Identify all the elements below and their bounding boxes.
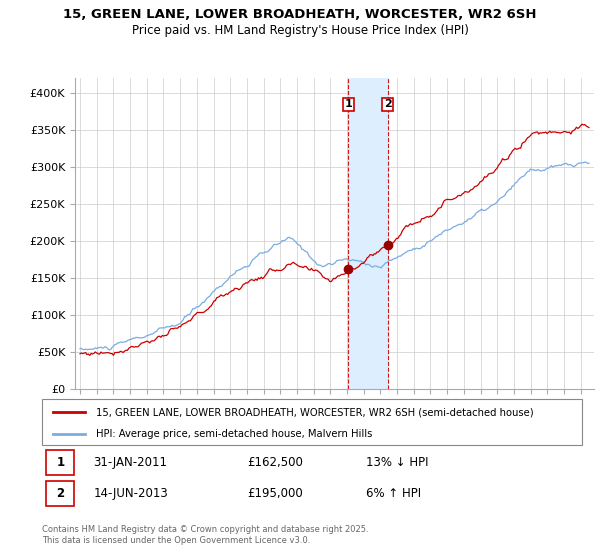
- Text: £195,000: £195,000: [247, 487, 303, 500]
- FancyBboxPatch shape: [46, 450, 74, 475]
- Text: Contains HM Land Registry data © Crown copyright and database right 2025.
This d: Contains HM Land Registry data © Crown c…: [42, 525, 368, 545]
- Text: £162,500: £162,500: [247, 456, 303, 469]
- Bar: [349, 78, 388, 389]
- Text: HPI: Average price, semi-detached house, Malvern Hills: HPI: Average price, semi-detached house,…: [96, 429, 373, 438]
- Text: Price paid vs. HM Land Registry's House Price Index (HPI): Price paid vs. HM Land Registry's House …: [131, 24, 469, 36]
- Text: 2: 2: [56, 487, 64, 500]
- Text: 1: 1: [56, 456, 64, 469]
- Text: 13% ↓ HPI: 13% ↓ HPI: [366, 456, 428, 469]
- Text: 15, GREEN LANE, LOWER BROADHEATH, WORCESTER, WR2 6SH (semi-detached house): 15, GREEN LANE, LOWER BROADHEATH, WORCES…: [96, 407, 533, 417]
- FancyBboxPatch shape: [42, 399, 582, 445]
- Text: 31-JAN-2011: 31-JAN-2011: [94, 456, 167, 469]
- Text: 14-JUN-2013: 14-JUN-2013: [94, 487, 168, 500]
- Text: 2: 2: [384, 99, 392, 109]
- Text: 6% ↑ HPI: 6% ↑ HPI: [366, 487, 421, 500]
- Text: 1: 1: [344, 99, 352, 109]
- FancyBboxPatch shape: [46, 480, 74, 506]
- Text: 15, GREEN LANE, LOWER BROADHEATH, WORCESTER, WR2 6SH: 15, GREEN LANE, LOWER BROADHEATH, WORCES…: [63, 8, 537, 21]
